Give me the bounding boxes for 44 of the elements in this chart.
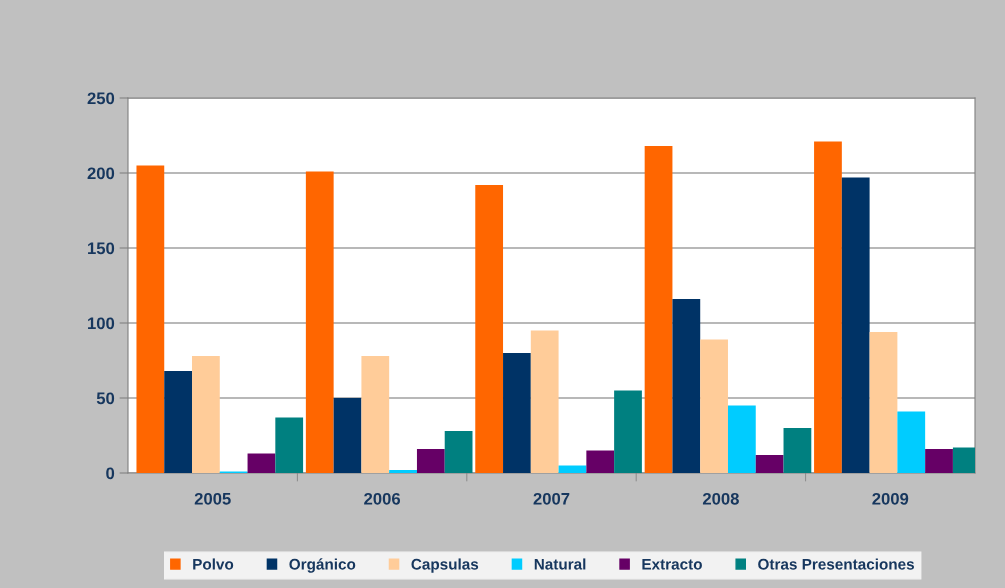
bar — [897, 411, 926, 473]
bar — [305, 171, 334, 473]
y-tick-label: 150 — [88, 242, 115, 255]
bar — [361, 356, 390, 473]
x-tick-label: 2005 — [194, 492, 231, 505]
bar — [444, 431, 473, 473]
bar — [727, 405, 756, 473]
bar — [247, 453, 276, 473]
legend-label: Polvo — [193, 558, 234, 570]
bar — [814, 141, 842, 473]
bar — [333, 398, 362, 473]
bar — [700, 339, 728, 473]
bar — [416, 449, 445, 473]
bar — [755, 455, 784, 473]
bar — [644, 146, 673, 473]
bar — [503, 353, 531, 473]
bar — [869, 332, 898, 473]
bar — [192, 356, 220, 473]
y-tick-label: 200 — [87, 167, 115, 180]
y-tick-label: 50 — [96, 392, 115, 405]
legend-label: Otras Presentaciones — [758, 558, 914, 570]
y-tick-label: 250 — [87, 92, 115, 105]
x-tick-label: 2009 — [872, 492, 909, 505]
y-tick-label: 0 — [106, 467, 115, 480]
bar — [841, 177, 870, 473]
x-tick-label: 2006 — [364, 492, 401, 505]
bar — [783, 428, 812, 473]
legend-label: Extracto — [642, 558, 702, 570]
x-tick-label: 2008 — [702, 492, 739, 505]
bar — [389, 470, 417, 473]
bar — [475, 185, 504, 473]
bar — [275, 417, 304, 473]
x-tick-label: 2007 — [533, 492, 570, 505]
legend-label: Capsulas — [411, 558, 479, 573]
y-tick-label: 100 — [88, 317, 115, 330]
bar — [136, 165, 165, 473]
bar — [672, 299, 701, 473]
bar — [586, 450, 615, 473]
bar — [558, 465, 587, 473]
bar — [530, 330, 559, 473]
legend-label: Orgánico — [289, 558, 356, 573]
bar — [614, 390, 642, 473]
legend-label: Natural — [534, 558, 586, 570]
bar — [164, 371, 193, 473]
